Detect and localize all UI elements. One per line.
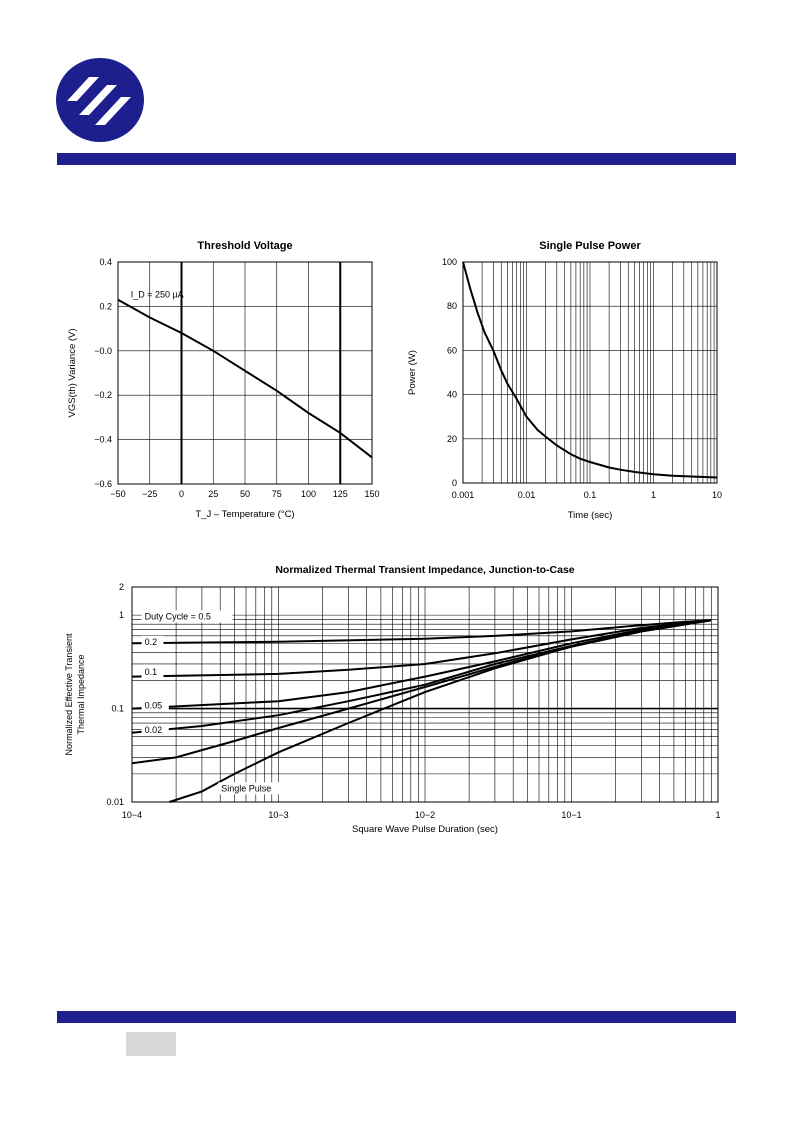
x-tick-label: 10−3 xyxy=(268,810,288,820)
x-tick-label: 50 xyxy=(240,489,250,499)
plot-frame xyxy=(131,586,719,803)
x-tick-label: −50 xyxy=(110,489,125,499)
y-tick-label: 0.1 xyxy=(111,704,124,714)
x-tick-label: 10 xyxy=(712,490,722,500)
x-tick-label: 150 xyxy=(364,489,379,499)
series-label-bg xyxy=(141,610,233,623)
chart-title: Single Pulse Power xyxy=(539,240,641,252)
series-label-bg xyxy=(141,723,169,736)
y-tick-label: 2 xyxy=(119,582,124,592)
series-label-bg xyxy=(218,782,288,795)
series-line xyxy=(131,619,712,678)
series-label: Duty Cycle = 0.5 xyxy=(145,611,211,621)
x-tick-label: 1 xyxy=(715,810,720,820)
y-axis-label: VGS(th) Variance (V) xyxy=(67,328,78,417)
y-axis-label: Power (W) xyxy=(407,350,418,395)
x-axis-label: T_J – Temperature (°C) xyxy=(195,509,294,520)
x-tick-label: 10−1 xyxy=(561,810,581,820)
series-label-bg xyxy=(141,635,164,648)
page-number-box xyxy=(126,1032,176,1056)
x-axis-label: Time (sec) xyxy=(568,510,613,521)
y-tick-label: 0.2 xyxy=(99,301,112,311)
y-axis-label-line2: Thermal Impedance xyxy=(76,654,86,734)
x-tick-label: 10−4 xyxy=(122,810,142,820)
x-tick-label: 0.001 xyxy=(452,490,475,500)
y-tick-label: 0.01 xyxy=(106,797,124,807)
x-tick-label: −25 xyxy=(142,489,157,499)
chart-title: Threshold Voltage xyxy=(197,240,292,252)
x-axis-label: Square Wave Pulse Duration (sec) xyxy=(352,824,498,835)
y-tick-label: 80 xyxy=(447,301,457,311)
y-tick-label: −0.6 xyxy=(94,479,112,489)
header-bar xyxy=(57,153,736,165)
series-label: 0.2 xyxy=(145,637,158,647)
y-axis-label-line1: Normalized Effective Transient xyxy=(64,633,74,755)
y-tick-label: 40 xyxy=(447,390,457,400)
x-tick-label: 0 xyxy=(179,489,184,499)
x-tick-label: 0.1 xyxy=(584,490,597,500)
y-tick-label: 0.4 xyxy=(99,257,112,267)
y-tick-label: 0 xyxy=(452,478,457,488)
thermal-impedance-chart: Normalized Thermal Transient Impedance, … xyxy=(64,564,721,835)
y-tick-label: −0.4 xyxy=(94,435,112,445)
series-line xyxy=(131,619,712,710)
plot-frame xyxy=(462,261,718,484)
series-label: 0.05 xyxy=(145,701,163,711)
x-tick-label: 25 xyxy=(208,489,218,499)
footer-bar xyxy=(57,1011,736,1023)
y-tick-label: 20 xyxy=(447,434,457,444)
y-tick-label: 60 xyxy=(447,345,457,355)
y-tick-label: −0.0 xyxy=(94,346,112,356)
series-line xyxy=(169,619,712,803)
annotation-label: I_D = 250 µA xyxy=(131,290,184,300)
y-tick-label: −0.2 xyxy=(94,390,112,400)
series-label: Single Pulse xyxy=(221,783,271,793)
plot-frame xyxy=(117,261,373,485)
x-tick-label: 10−2 xyxy=(415,810,435,820)
series-line xyxy=(131,619,712,645)
company-logo-icon xyxy=(56,58,144,142)
y-tick-label: 1 xyxy=(119,610,124,620)
series-line xyxy=(462,261,718,479)
x-tick-label: 125 xyxy=(333,489,348,499)
series-label-bg xyxy=(141,699,169,712)
threshold-voltage-chart: Threshold Voltage −50 −25 0 25 50 75 100 125 150 0… xyxy=(67,240,380,520)
x-tick-label: 0.01 xyxy=(518,490,536,500)
chart-title: Normalized Thermal Transient Impedance, … xyxy=(275,564,574,576)
series-label: 0.02 xyxy=(145,725,163,735)
series-label: 0.1 xyxy=(145,667,158,677)
series-line xyxy=(117,298,373,459)
x-tick-label: 100 xyxy=(301,489,316,499)
series-label-bg xyxy=(141,665,164,678)
x-tick-label: 1 xyxy=(651,490,656,500)
y-tick-label: 100 xyxy=(442,257,457,267)
x-tick-label: 75 xyxy=(272,489,282,499)
